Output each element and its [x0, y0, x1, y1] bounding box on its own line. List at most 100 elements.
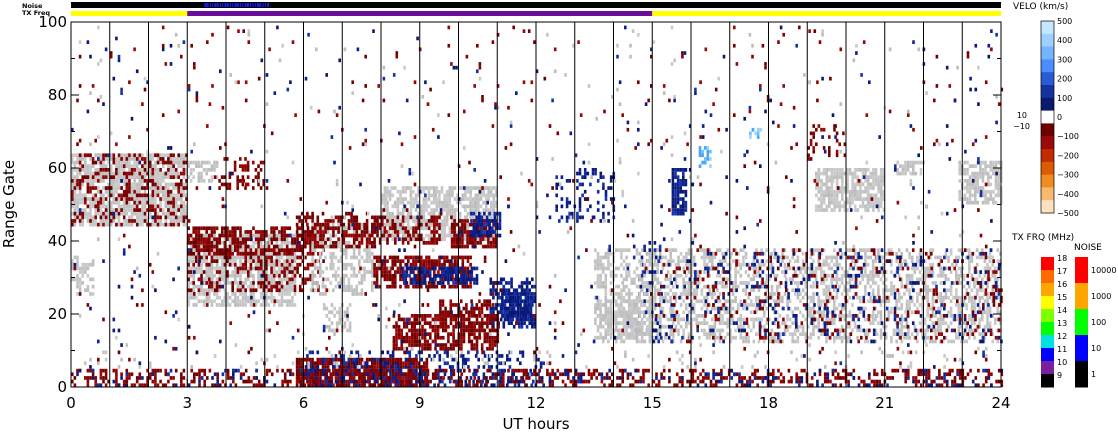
range-gate-cell: [104, 208, 108, 212]
range-gate-cell: [433, 281, 436, 285]
range-gate-cell: [441, 266, 445, 271]
range-gate-cell: [378, 259, 381, 263]
range-gate-cell: [464, 193, 467, 198]
range-gate-cell: [478, 306, 481, 311]
range-gate-cell: [141, 200, 144, 205]
range-gate-cell: [358, 379, 361, 384]
range-gate-cell: [254, 303, 258, 307]
range-gate-cell: [275, 273, 279, 278]
range-gate-cell: [454, 273, 458, 278]
range-gate-cell: [591, 168, 595, 172]
range-gate-cell: [456, 284, 459, 289]
range-gate-cell: [122, 200, 126, 205]
range-gate-cell: [239, 262, 242, 267]
range-gate-cell: [421, 346, 424, 351]
range-gate-cell: [493, 211, 497, 216]
range-gate-cell: [192, 281, 195, 285]
range-gate-cell: [338, 317, 342, 322]
range-gate-cell: [448, 189, 452, 194]
range-gate-cell: [151, 193, 155, 198]
range-gate-cell: [467, 332, 471, 336]
range-gate-cell: [81, 157, 84, 161]
range-gate-cell: [308, 357, 312, 362]
range-gate-cell: [350, 233, 353, 238]
range-gate-cell: [442, 317, 445, 322]
data-cells: [71, 25, 1004, 388]
range-gate-cell: [71, 204, 74, 209]
range-gate-cell: [465, 273, 468, 278]
range-gate-cell: [501, 299, 504, 304]
range-gate-cell: [439, 303, 442, 307]
range-gate-cell: [223, 244, 227, 249]
range-gate-cell: [321, 284, 325, 289]
range-gate-cell: [78, 168, 82, 172]
range-gate-cell: [438, 226, 441, 231]
range-gate-cell: [376, 379, 379, 384]
range-gate-cell: [133, 157, 136, 161]
range-gate-cell: [146, 179, 149, 183]
range-gate-cell: [491, 343, 494, 347]
range-gate-cell: [487, 215, 490, 220]
range-gate-cell: [208, 248, 211, 252]
range-gate-cell: [78, 215, 82, 220]
range-gate-cell: [417, 284, 420, 289]
range-gate-cell: [275, 237, 279, 242]
range-gate-cell: [378, 237, 382, 242]
range-gate-cell: [78, 171, 82, 176]
range-gate-cell: [97, 168, 100, 172]
range-gate-cell: [348, 321, 352, 325]
range-gate-cell: [399, 376, 403, 380]
range-gate-cell: [265, 248, 268, 252]
range-gate-cell: [492, 193, 496, 198]
range-gate-cell: [391, 284, 394, 289]
range-gate-cell: [280, 244, 284, 249]
range-gate-cell: [365, 230, 369, 234]
range-gate-cell: [394, 204, 397, 209]
range-gate-cell: [89, 175, 92, 179]
range-gate-cell: [416, 281, 419, 285]
range-gate-cell: [425, 241, 428, 245]
range-gate-cell: [159, 208, 162, 212]
range-gate-cell: [486, 317, 489, 322]
range-gate-cell: [156, 168, 160, 172]
range-gate-cell: [213, 273, 216, 278]
range-gate-cell: [249, 303, 253, 307]
range-gate-cell: [192, 241, 195, 245]
range-gate-cell: [389, 376, 392, 380]
range-gate-cell: [371, 270, 374, 274]
range-gate-cell: [112, 157, 116, 161]
range-gate-cell: [401, 259, 405, 263]
range-gate-cell: [410, 379, 413, 384]
range-gate-cell: [453, 237, 456, 242]
range-gate-cell: [223, 266, 227, 271]
range-gate-cell: [86, 164, 90, 168]
range-gate-cell: [342, 361, 345, 366]
range-gate-cell: [84, 160, 87, 165]
range-gate-cell: [182, 219, 186, 223]
range-gate-cell: [221, 230, 224, 234]
range-gate-cell: [342, 230, 346, 234]
range-gate-cell: [138, 222, 142, 227]
range-gate-cell: [241, 299, 245, 304]
range-gate-cell: [301, 288, 305, 293]
range-gate-cell: [342, 368, 346, 373]
range-gate-cell: [94, 197, 97, 201]
range-gate-cell: [447, 277, 450, 282]
range-gate-cell: [234, 230, 237, 234]
range-gate-cell: [226, 259, 229, 263]
range-gate-cell: [86, 182, 90, 187]
range-gate-cell: [254, 299, 258, 304]
range-gate-cell: [151, 222, 155, 227]
range-gate-cell: [97, 160, 100, 165]
range-gate-cell: [386, 241, 389, 245]
range-gate-cell: [490, 383, 493, 388]
range-gate-cell: [488, 335, 492, 340]
range-gate-cell: [430, 222, 433, 227]
range-gate-cell: [298, 241, 301, 245]
range-gate-cell: [466, 233, 469, 238]
range-gate-cell: [371, 357, 374, 362]
range-gate-cell: [491, 346, 494, 351]
range-gate-cell: [441, 310, 445, 315]
range-gate-cell: [89, 200, 92, 205]
